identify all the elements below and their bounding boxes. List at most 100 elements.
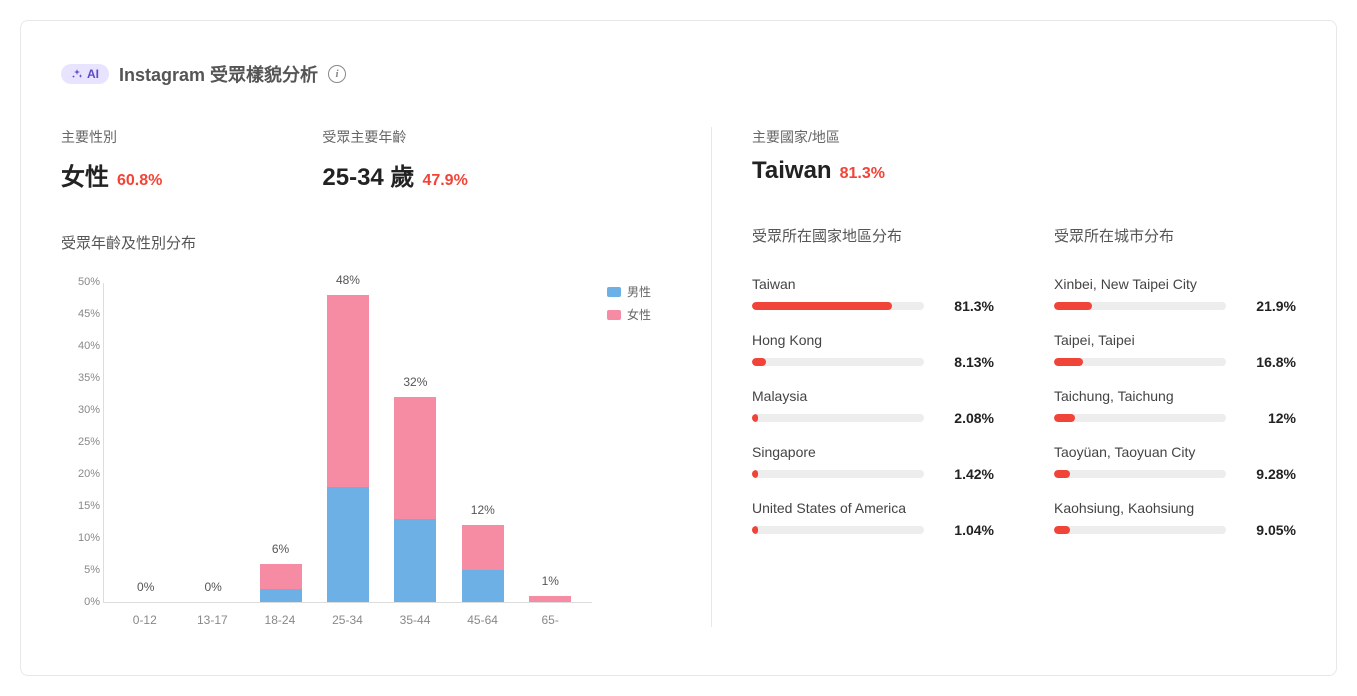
chart-bar-total-label: 48% <box>336 273 360 287</box>
ai-badge-label: AI <box>87 67 99 81</box>
chart-bar-total-label: 12% <box>471 503 495 517</box>
chart-bar-male-segment <box>462 570 504 602</box>
dist-item: Xinbei, New Taipei City 21.9% <box>1054 276 1296 314</box>
dist-item-fill <box>752 470 758 478</box>
stat-country: 主要國家/地區 Taiwan 81.3% <box>752 127 885 185</box>
left-column: 主要性別 女性 60.8% 受眾主要年齡 25-34 歲 47.9% 受眾年齡及… <box>61 127 671 627</box>
age-gender-chart-title: 受眾年齡及性別分布 <box>61 232 651 253</box>
chart-ytick: 25% <box>62 436 100 448</box>
stat-country-pct: 81.3% <box>840 165 885 183</box>
dist-item-pct: 1.42% <box>942 466 994 482</box>
stat-gender-value: 女性 <box>61 157 109 192</box>
dist-item: Taichung, Taichung 12% <box>1054 388 1296 426</box>
city-distribution: 受眾所在城市分布 Xinbei, New Taipei City 21.9% Tai… <box>1054 225 1296 538</box>
dist-item-track <box>752 358 924 366</box>
legend-female-swatch <box>607 310 621 320</box>
dist-item-pct: 2.08% <box>942 410 994 426</box>
chart-bar-female-segment <box>529 596 571 602</box>
legend-male-swatch <box>607 287 621 297</box>
dist-item-name: Singapore <box>752 444 994 460</box>
chart-ytick: 10% <box>62 532 100 544</box>
right-column: 主要國家/地區 Taiwan 81.3% 受眾所在國家地區分布 Taiwan 81… <box>711 127 1296 627</box>
chart-ytick: 50% <box>62 276 100 288</box>
card-header: AI Instagram 受眾樣貌分析 i <box>61 61 1296 87</box>
ai-badge: AI <box>61 64 109 84</box>
dist-item-pct: 81.3% <box>942 298 994 314</box>
chart-bar-total-label: 0% <box>204 580 221 594</box>
chart-ytick: 35% <box>62 372 100 384</box>
dist-item-fill <box>752 302 892 310</box>
dist-item-pct: 8.13% <box>942 354 994 370</box>
chart-ytick: 45% <box>62 308 100 320</box>
info-icon[interactable]: i <box>328 65 346 83</box>
chart-bar: 12% <box>452 525 514 602</box>
dist-item-fill <box>752 414 758 422</box>
chart-bar-total-label: 6% <box>272 542 289 556</box>
chart-plot: 0%0%6%48%32%12%1% 50%45%40%35%30%25%20%1… <box>103 283 592 603</box>
dist-item-name: Taiwan <box>752 276 994 292</box>
dist-item-pct: 1.04% <box>942 522 994 538</box>
chart-legend: 男性 女性 <box>607 283 651 627</box>
stat-country-value: Taiwan <box>752 157 832 185</box>
dist-item: Taoyüan, Taoyuan City9.28% <box>1054 444 1296 482</box>
legend-female: 女性 <box>607 306 651 323</box>
dist-item-pct: 21.9% <box>1244 298 1296 314</box>
dist-item-fill <box>1054 526 1070 534</box>
chart-bar: 1% <box>519 596 581 602</box>
dist-item-fill <box>1054 414 1075 422</box>
chart-xlabel: 45-64 <box>452 613 514 627</box>
chart-xlabel: 35-44 <box>384 613 446 627</box>
stat-gender: 主要性別 女性 60.8% <box>61 127 162 192</box>
chart-xlabel: 65- <box>519 613 581 627</box>
dist-item-name: Xinbei, New Taipei City <box>1054 276 1296 292</box>
chart-bar-female-segment <box>462 525 504 570</box>
chart-bar-female-segment <box>260 564 302 590</box>
chart-bar-total-label: 0% <box>137 580 154 594</box>
dist-item-fill <box>1054 358 1083 366</box>
stat-age-pct: 47.9% <box>422 172 467 190</box>
dist-item: Taiwan 81.3% <box>752 276 994 314</box>
sparkle-icon <box>71 68 83 80</box>
chart-bar-male-segment <box>394 519 436 602</box>
chart-bar: 32% <box>384 397 446 602</box>
dist-item-name: Malaysia <box>752 388 994 404</box>
chart-bar-male-segment <box>260 589 302 602</box>
chart-bar: 6% <box>250 564 312 602</box>
dist-item-pct: 12% <box>1244 410 1296 426</box>
audience-analysis-card: AI Instagram 受眾樣貌分析 i 主要性別 女性 60.8% 受眾主要… <box>20 20 1337 676</box>
legend-male: 男性 <box>607 283 651 300</box>
chart-bar-male-segment <box>327 487 369 602</box>
age-gender-chart: 0%0%6%48%32%12%1% 50%45%40%35%30%25%20%1… <box>61 283 651 627</box>
dist-item-track <box>1054 302 1226 310</box>
chart-bar-total-label: 32% <box>403 375 427 389</box>
chart-ytick: 30% <box>62 404 100 416</box>
dist-item-track <box>1054 470 1226 478</box>
stat-age-label: 受眾主要年齡 <box>322 127 467 147</box>
dist-item-name: Taoyüan, Taoyuan City <box>1054 444 1296 460</box>
dist-item-fill <box>1054 470 1070 478</box>
dist-item-track <box>752 470 924 478</box>
chart-ytick: 5% <box>62 564 100 576</box>
dist-item-fill <box>1054 302 1092 310</box>
dist-item-name: Taichung, Taichung <box>1054 388 1296 404</box>
city-dist-title: 受眾所在城市分布 <box>1054 225 1296 246</box>
dist-item-fill <box>752 526 758 534</box>
legend-male-label: 男性 <box>627 283 651 300</box>
chart-xlabel: 0-12 <box>114 613 176 627</box>
stat-gender-pct: 60.8% <box>117 172 162 190</box>
chart-bar-female-segment <box>327 295 369 487</box>
chart-xlabel: 13-17 <box>181 613 243 627</box>
dist-item: Taipei, Taipei16.8% <box>1054 332 1296 370</box>
chart-ytick: 0% <box>62 596 100 608</box>
dist-item-name: United States of America <box>752 500 994 516</box>
dist-item-fill <box>752 358 766 366</box>
dist-item-track <box>752 414 924 422</box>
chart-xlabel: 18-24 <box>249 613 311 627</box>
dist-item: United States of America 1.04% <box>752 500 994 538</box>
chart-ytick: 15% <box>62 500 100 512</box>
country-dist-title: 受眾所在國家地區分布 <box>752 225 994 246</box>
dist-item: Singapore 1.42% <box>752 444 994 482</box>
chart-xlabel: 25-34 <box>316 613 378 627</box>
chart-bar: 48% <box>317 295 379 602</box>
chart-ytick: 40% <box>62 340 100 352</box>
